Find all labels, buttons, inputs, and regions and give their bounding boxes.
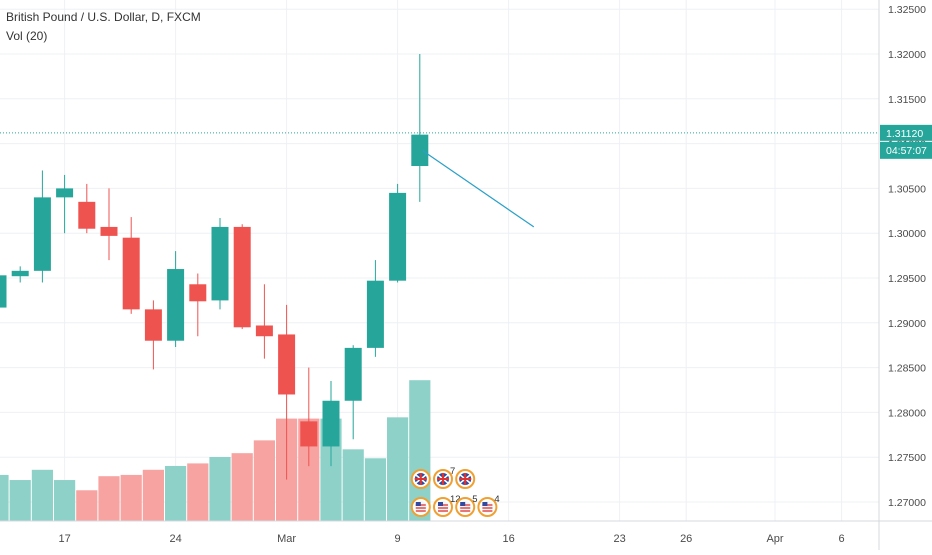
candle-body	[322, 400, 340, 447]
candle-body	[0, 275, 7, 308]
uk-flag-icon[interactable]	[433, 469, 453, 489]
volume-bar	[165, 465, 187, 521]
volume-bar	[0, 474, 9, 521]
event-count-badge: 7	[450, 466, 455, 477]
candle-body	[56, 188, 74, 198]
event-markers[interactable]: 7 12 5 4	[410, 466, 500, 517]
price-axis-label: 1.27000	[888, 497, 926, 509]
us-flag-icon[interactable]	[433, 497, 453, 517]
candle-body	[100, 226, 118, 236]
time-axis-label: 26	[680, 533, 692, 545]
uk-flag-icon[interactable]	[455, 469, 476, 489]
us-flag-icon[interactable]	[410, 497, 431, 517]
candle-body	[144, 309, 162, 341]
symbol-title: British Pound / U.S. Dollar, D, FXCM	[6, 10, 201, 24]
volume-bar	[387, 417, 409, 521]
volume-bar	[9, 480, 31, 521]
candle-body	[255, 325, 273, 337]
overlays	[0, 132, 879, 228]
volume-bar	[98, 476, 120, 521]
volume-bar	[187, 463, 209, 521]
volume-title: Vol (20)	[6, 29, 48, 43]
candles	[0, 54, 429, 480]
price-axis-label: 1.27500	[888, 452, 926, 464]
price-axis-label: 1.28500	[888, 363, 926, 375]
candle-body	[344, 347, 362, 401]
time-axis-label: 23	[613, 533, 625, 545]
volume-bar	[231, 453, 253, 521]
candle-body	[389, 192, 407, 281]
volume-bar	[253, 440, 275, 521]
us-flag-canton	[482, 502, 488, 506]
candle-body	[233, 226, 251, 328]
uk-flag-icon[interactable]	[410, 469, 431, 489]
volume-bar	[342, 449, 364, 521]
candle-body	[122, 237, 140, 310]
us-flag-icon[interactable]	[477, 497, 498, 517]
time-axis-label: 16	[502, 533, 514, 545]
candle-body	[11, 270, 29, 277]
chart-legend: British Pound / U.S. Dollar, D, FXCM Vol…	[6, 8, 201, 46]
event-count-badge: 4	[494, 494, 499, 505]
volume-bar	[142, 469, 164, 521]
us-flag-canton	[460, 502, 466, 506]
volume-bar	[76, 490, 98, 521]
candle-body	[189, 284, 207, 302]
price-axis-label: 1.32000	[888, 49, 926, 61]
time-axis-label: 9	[395, 533, 401, 545]
candle-body	[167, 269, 185, 341]
volume-bar	[31, 469, 53, 521]
candle-body	[411, 134, 429, 166]
price-axis-label: 1.28000	[888, 407, 926, 419]
volume-bars	[0, 380, 431, 521]
volume-bar	[54, 480, 76, 521]
time-axis-label: Apr	[766, 533, 783, 545]
price-axis-label: 1.30000	[888, 228, 926, 240]
volume-bar	[364, 458, 386, 521]
event-count-badge: 12	[450, 494, 461, 505]
time-axis-label: 24	[169, 533, 181, 545]
time-axis-label: 17	[58, 533, 70, 545]
price-axis-label: 1.29500	[888, 273, 926, 285]
candle-body	[366, 280, 384, 348]
trend-line[interactable]	[422, 150, 535, 228]
last-price-value: 1.31120	[886, 128, 923, 140]
candle-body	[278, 334, 296, 395]
us-flag-canton	[415, 502, 421, 506]
candle-body	[33, 197, 51, 271]
price-axis-label: 1.29000	[888, 318, 926, 330]
us-flag-canton	[438, 502, 443, 506]
countdown-value: 04:57:07	[886, 145, 927, 157]
price-axis-label: 1.31500	[888, 94, 926, 106]
candle-body	[300, 421, 318, 447]
time-axis-label: 6	[839, 533, 845, 545]
event-count-badge: 5	[472, 494, 477, 505]
price-axis-label: 1.32500	[888, 4, 926, 16]
last-price-badge	[880, 124, 932, 141]
volume-bar	[120, 474, 142, 521]
candle-body	[211, 226, 229, 301]
price-axis-label: 1.30500	[888, 183, 926, 195]
countdown-badge	[880, 141, 932, 159]
volume-bar	[209, 457, 231, 521]
time-axis-label: Mar	[277, 533, 296, 545]
us-flag-icon[interactable]	[455, 497, 476, 517]
candle-body	[78, 201, 96, 229]
